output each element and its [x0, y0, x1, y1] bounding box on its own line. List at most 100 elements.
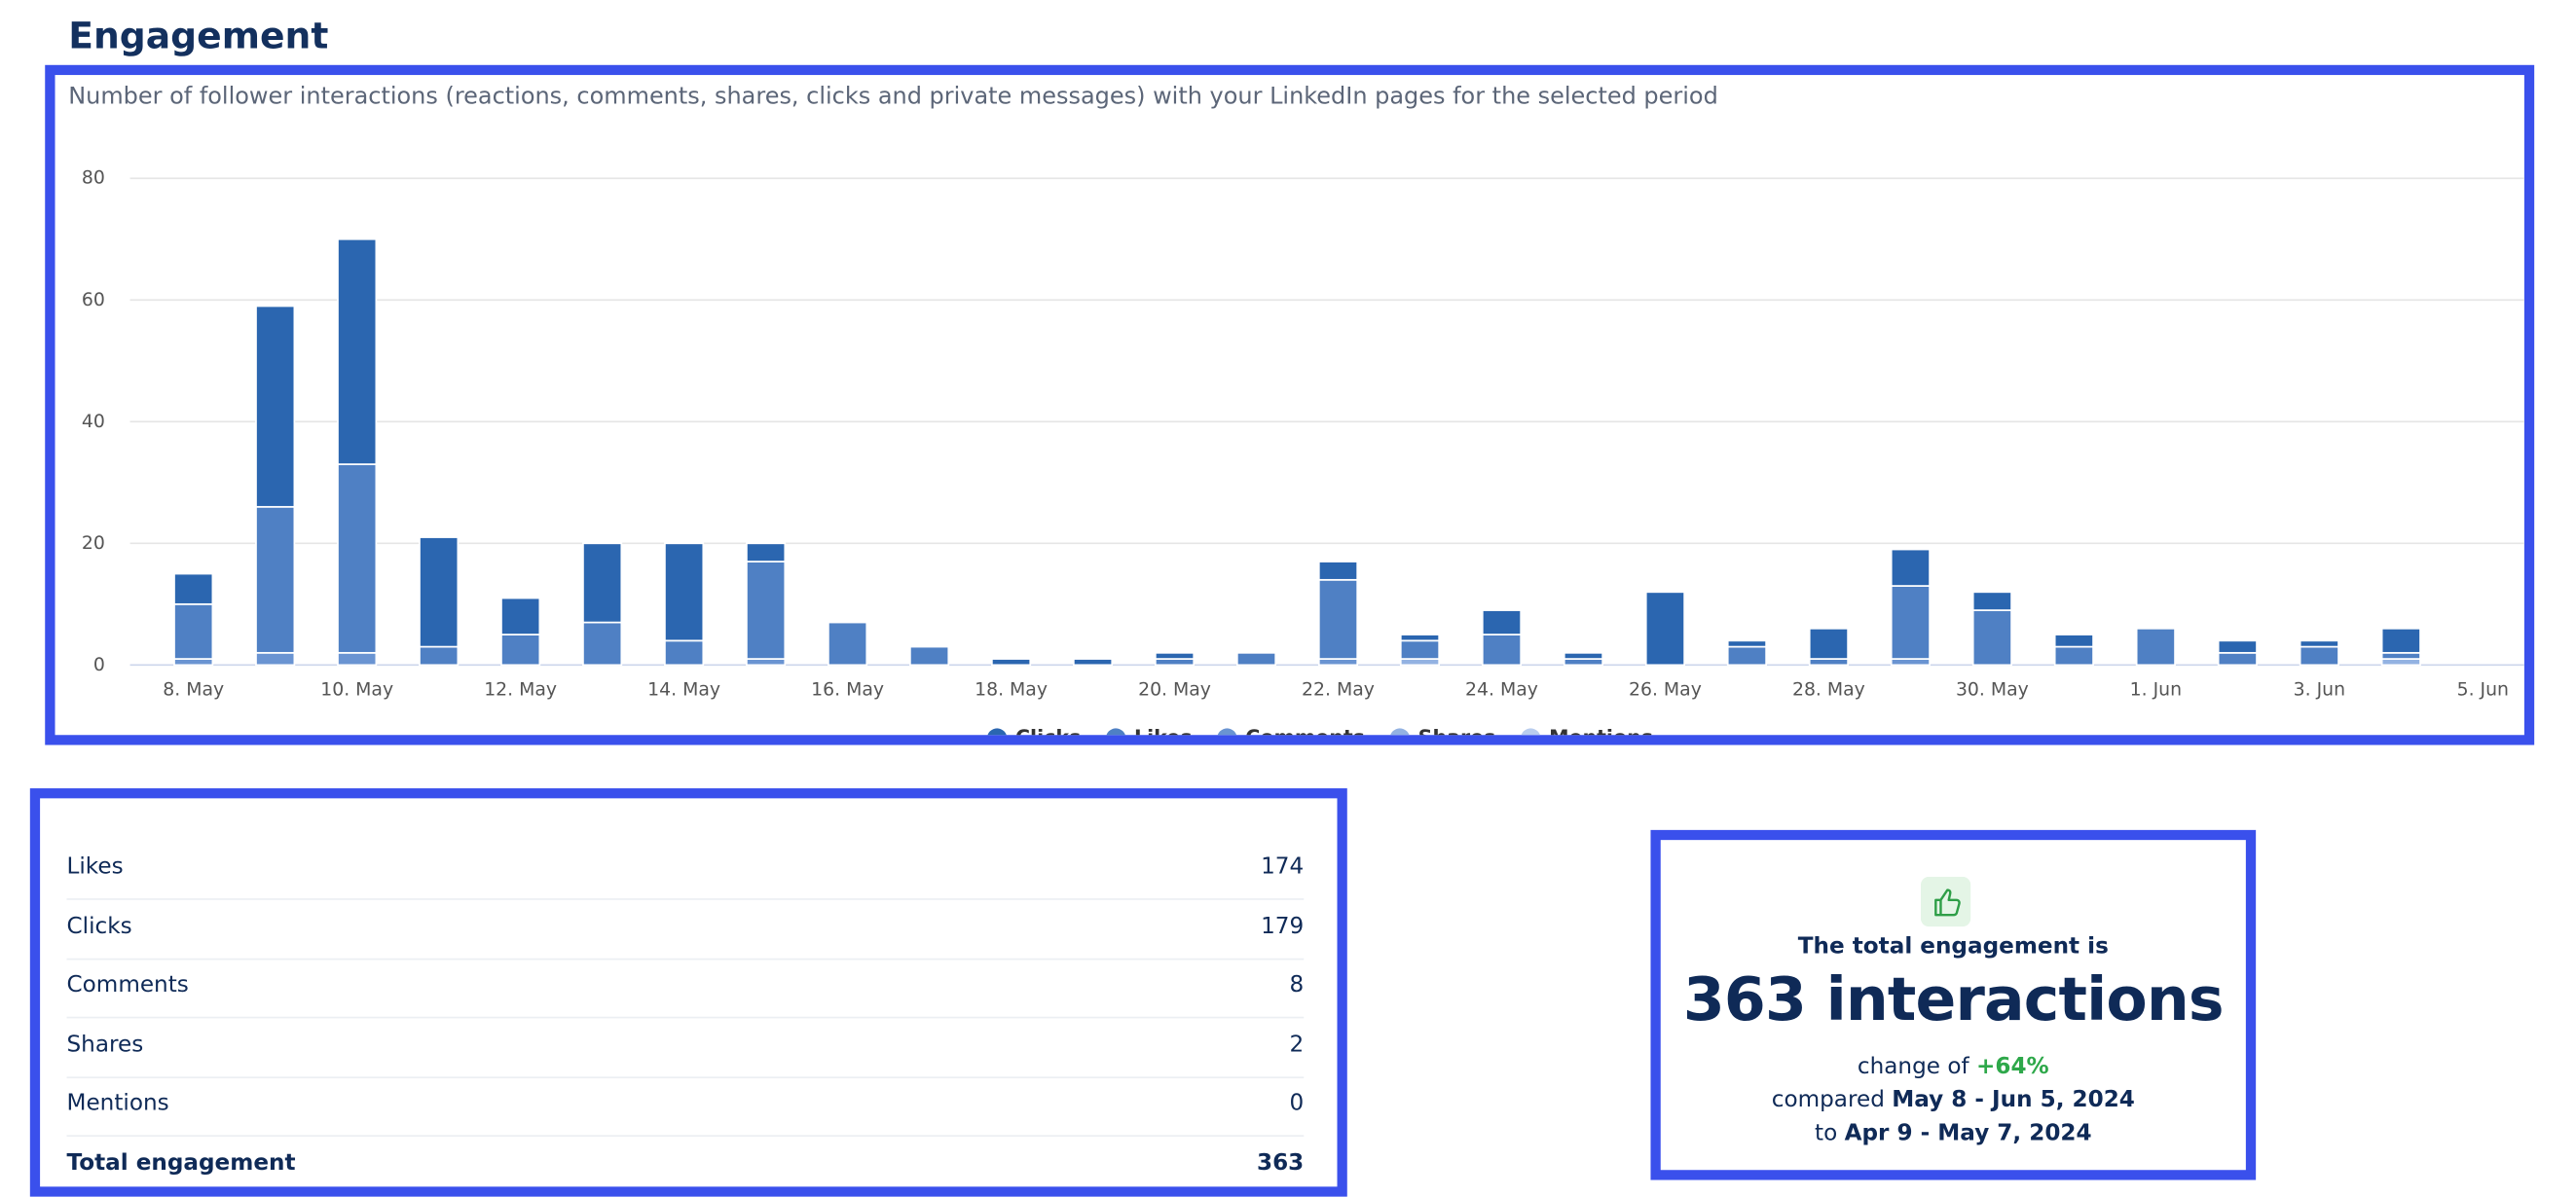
bar-segment — [2217, 639, 2258, 654]
bar-segment — [173, 602, 214, 660]
legend-marker — [987, 728, 1007, 736]
row-label: Shares — [66, 1031, 144, 1059]
bar-segment — [2053, 645, 2094, 667]
x-tick-label: 10. May — [320, 680, 393, 701]
legend-label: Clicks — [1015, 726, 1081, 745]
legend-marker — [1390, 728, 1410, 736]
bar-segment — [2135, 627, 2176, 667]
bar-segment — [746, 561, 787, 660]
x-tick-label: 24. May — [1465, 680, 1538, 701]
previous-period: Apr 9 - May 7, 2024 — [1844, 1119, 2092, 1147]
bar-segment — [2380, 658, 2421, 667]
bar-segment — [1481, 634, 1523, 667]
y-tick-label: 20 — [82, 533, 105, 554]
x-tick-label: 8. May — [163, 680, 224, 701]
bar-segment — [1072, 658, 1114, 667]
x-tick-label: 5. Jun — [2457, 680, 2509, 701]
change-line: change of +64% — [1661, 1053, 2246, 1079]
bar-segment — [2299, 639, 2339, 648]
row-value: 0 — [1289, 1090, 1305, 1118]
bar-segment — [500, 597, 541, 635]
bar-segment — [1563, 658, 1604, 667]
bar-segment — [337, 651, 378, 667]
x-tick-label: 12. May — [484, 680, 557, 701]
table-row: Likes 174 — [66, 840, 1305, 900]
bar-segment — [2380, 627, 2421, 654]
row-value: 363 — [1256, 1149, 1305, 1178]
thumb-icon — [1920, 876, 1971, 927]
bar-segment — [664, 542, 705, 642]
bar-segment — [1726, 645, 1767, 667]
legend-label: Likes — [1134, 726, 1192, 745]
row-label: Comments — [66, 971, 189, 999]
row-value: 179 — [1261, 912, 1305, 940]
bar-segment — [337, 463, 378, 654]
chart: Number of follower interactions (reactio… — [68, 82, 2524, 745]
table-row: Comments 8 — [66, 959, 1304, 1019]
bar-segment — [746, 658, 787, 667]
y-tick-label: 80 — [82, 168, 105, 189]
row-label: Mentions — [66, 1090, 169, 1118]
bar-segment — [2053, 634, 2094, 648]
bar-segment — [1317, 658, 1359, 667]
table: Likes 174 Clicks 179 Comments 8 Shares 2 Mention… — [40, 798, 1337, 1186]
x-tick-label: 20. May — [1138, 680, 1211, 701]
bar-segment — [1399, 634, 1441, 642]
row-value: 174 — [1261, 852, 1305, 881]
bar-segment — [419, 536, 460, 648]
x-tick-label: 26. May — [1629, 680, 1702, 701]
summary-panel: The total engagement is 363 interactions… — [1650, 829, 2257, 1180]
bar-segment — [1890, 658, 1931, 667]
bar-segment — [1563, 651, 1604, 660]
bar-segment — [419, 645, 460, 667]
bar-segment — [1971, 591, 2012, 611]
bar-segment — [173, 658, 214, 667]
bar-segment — [582, 621, 623, 667]
bar-segment — [255, 651, 296, 667]
current-period: May 8 - Jun 5, 2024 — [1892, 1086, 2135, 1114]
y-tick-label: 60 — [82, 290, 105, 310]
table-row: Mentions 0 — [66, 1077, 1305, 1138]
table-row: Clicks 179 — [66, 899, 1305, 960]
summary-headline: 363 interactions — [1682, 966, 2225, 1035]
chart-panel: Number of follower interactions (reactio… — [45, 64, 2535, 745]
bar-segment — [1399, 658, 1441, 667]
x-tick-label: 30. May — [1956, 680, 2029, 701]
change-value: +64% — [1975, 1053, 2049, 1080]
bar-segment — [1481, 609, 1523, 635]
to-label: to — [1815, 1119, 1838, 1147]
table-panel: Likes 174 Clicks 179 Comments 8 Shares 2 Mention… — [29, 788, 1347, 1197]
row-value: 2 — [1289, 1031, 1305, 1059]
bar-segment — [1399, 639, 1441, 660]
bar-segment — [2380, 651, 2421, 660]
bar-segment — [828, 621, 868, 667]
bar-segment — [1154, 651, 1196, 660]
bar-segment — [337, 237, 378, 465]
bar-segment — [1235, 651, 1277, 667]
legend-marker — [1106, 728, 1125, 736]
bar-segment — [1644, 591, 1685, 667]
bar-segment — [664, 639, 705, 667]
row-label: Clicks — [66, 912, 132, 940]
bar-segment — [1808, 627, 1849, 660]
change-label: change of — [1857, 1053, 1969, 1080]
chart-subtitle: Number of follower interactions (reactio… — [68, 82, 1718, 109]
bar-segment — [255, 305, 296, 508]
x-tick-label: 28. May — [1792, 680, 1865, 701]
bar-segment — [255, 505, 296, 654]
bar-segment — [746, 542, 787, 562]
legend-label: Shares — [1418, 726, 1496, 745]
bar-segment — [2217, 651, 2258, 667]
section-title: Engagement — [68, 17, 329, 58]
bar-segment — [500, 634, 541, 667]
row-label: Likes — [66, 852, 124, 881]
to-line: to Apr 9 - May 7, 2024 — [1661, 1120, 2246, 1146]
x-tick-label: 22. May — [1302, 680, 1375, 701]
compare-label: compared — [1771, 1086, 1885, 1114]
y-tick-label: 40 — [82, 412, 105, 432]
legend-label: Mentions — [1549, 726, 1653, 745]
bar-segment — [1971, 609, 2012, 667]
bar-segment — [1890, 548, 1931, 587]
bar-segment — [1890, 585, 1931, 660]
